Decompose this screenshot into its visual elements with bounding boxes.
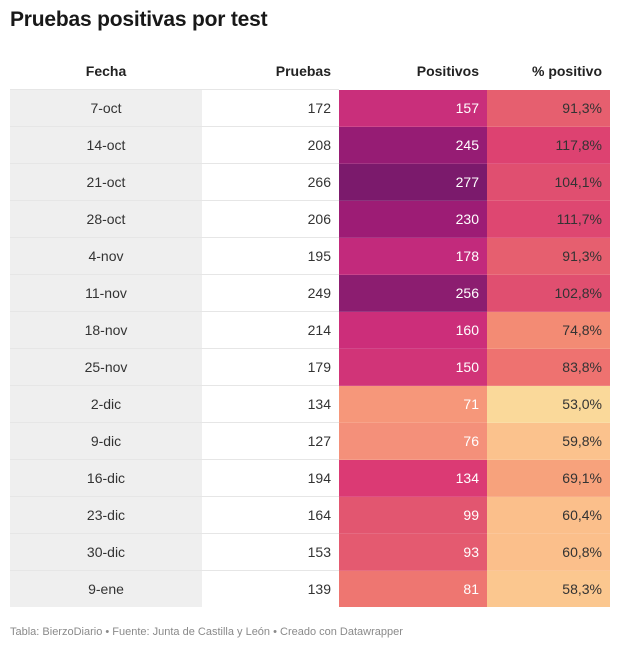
table-row: 18-nov 214 160 74,8% <box>10 311 610 349</box>
cell-fecha: 25-nov <box>10 348 202 386</box>
cell-pct-positivo: 91,3% <box>487 237 610 275</box>
cell-fecha: 2-dic <box>10 385 202 423</box>
cell-pruebas: 214 <box>202 311 339 349</box>
table-body: 7-oct 172 157 91,3% 14-oct 208 245 117,8% 21-oct… <box>10 89 610 607</box>
cell-fecha: 11-nov <box>10 274 202 312</box>
cell-pct-positivo: 104,1% <box>487 163 610 201</box>
cell-pruebas: 127 <box>202 422 339 460</box>
cell-pct-positivo: 117,8% <box>487 126 610 164</box>
cell-fecha: 21-oct <box>10 163 202 201</box>
column-header-positivos: Positivos <box>416 62 479 79</box>
cell-fecha: 28-oct <box>10 200 202 238</box>
cell-positivos: 160 <box>339 311 487 349</box>
cell-fecha: 4-nov <box>10 237 202 275</box>
column-header-fecha: Fecha <box>85 62 127 79</box>
cell-pruebas: 206 <box>202 200 339 238</box>
cell-fecha: 30-dic <box>10 533 202 571</box>
cell-positivos: 277 <box>339 163 487 201</box>
cell-fecha: 9-dic <box>10 422 202 460</box>
cell-pct-positivo: 60,4% <box>487 496 610 534</box>
table-row: 21-oct 266 277 104,1% <box>10 163 610 201</box>
cell-pct-positivo: 102,8% <box>487 274 610 312</box>
cell-pruebas: 249 <box>202 274 339 312</box>
cell-fecha: 16-dic <box>10 459 202 497</box>
table-row: 28-oct 206 230 111,7% <box>10 200 610 238</box>
cell-positivos: 71 <box>339 385 487 423</box>
cell-fecha: 7-oct <box>10 89 202 127</box>
cell-pruebas: 164 <box>202 496 339 534</box>
table-row: 23-dic 164 99 60,4% <box>10 496 610 534</box>
cell-pct-positivo: 59,8% <box>487 422 610 460</box>
cell-positivos: 178 <box>339 237 487 275</box>
table-row: 30-dic 153 93 60,8% <box>10 533 610 571</box>
table-row: 16-dic 194 134 69,1% <box>10 459 610 497</box>
table-row: 25-nov 179 150 83,8% <box>10 348 610 386</box>
table-row: 11-nov 249 256 102,8% <box>10 274 610 312</box>
cell-pruebas: 134 <box>202 385 339 423</box>
cell-positivos: 157 <box>339 89 487 127</box>
cell-pruebas: 266 <box>202 163 339 201</box>
table-row: 9-dic 127 76 59,8% <box>10 422 610 460</box>
cell-positivos: 256 <box>339 274 487 312</box>
cell-pct-positivo: 111,7% <box>487 200 610 238</box>
cell-positivos: 150 <box>339 348 487 386</box>
table-row: 2-dic 134 71 53,0% <box>10 385 610 423</box>
cell-pct-positivo: 74,8% <box>487 311 610 349</box>
cell-positivos: 134 <box>339 459 487 497</box>
cell-fecha: 9-ene <box>10 570 202 607</box>
cell-pct-positivo: 60,8% <box>487 533 610 571</box>
cell-positivos: 76 <box>339 422 487 460</box>
cell-pct-positivo: 69,1% <box>487 459 610 497</box>
column-header-pct-positivo: % positivo <box>531 62 602 79</box>
cell-pruebas: 153 <box>202 533 339 571</box>
cell-positivos: 99 <box>339 496 487 534</box>
cell-pruebas: 179 <box>202 348 339 386</box>
cell-positivos: 230 <box>339 200 487 238</box>
cell-fecha: 18-nov <box>10 311 202 349</box>
footer-credits: Tabla: BierzoDiario • Fuente: Junta de C… <box>10 626 403 638</box>
cell-pruebas: 194 <box>202 459 339 497</box>
table-row: 14-oct 208 245 117,8% <box>10 126 610 164</box>
cell-pruebas: 208 <box>202 126 339 164</box>
cell-positivos: 245 <box>339 126 487 164</box>
cell-pct-positivo: 91,3% <box>487 89 610 127</box>
cell-pruebas: 172 <box>202 89 339 127</box>
column-header-pruebas: Pruebas <box>275 62 331 79</box>
cell-positivos: 93 <box>339 533 487 571</box>
cell-pruebas: 195 <box>202 237 339 275</box>
table-row: 9-ene 139 81 58,3% <box>10 570 610 607</box>
data-table: Fecha Pruebas Positivos % positivo 7-oct… <box>10 52 610 607</box>
cell-pruebas: 139 <box>202 570 339 607</box>
cell-positivos: 81 <box>339 570 487 607</box>
cell-pct-positivo: 83,8% <box>487 348 610 386</box>
cell-fecha: 23-dic <box>10 496 202 534</box>
table-row: 7-oct 172 157 91,3% <box>10 89 610 127</box>
cell-pct-positivo: 58,3% <box>487 570 610 607</box>
header-row: Fecha Pruebas Positivos % positivo <box>10 52 610 90</box>
cell-fecha: 14-oct <box>10 126 202 164</box>
chart-title: Pruebas positivas por test <box>10 8 268 31</box>
cell-pct-positivo: 53,0% <box>487 385 610 423</box>
table-row: 4-nov 195 178 91,3% <box>10 237 610 275</box>
